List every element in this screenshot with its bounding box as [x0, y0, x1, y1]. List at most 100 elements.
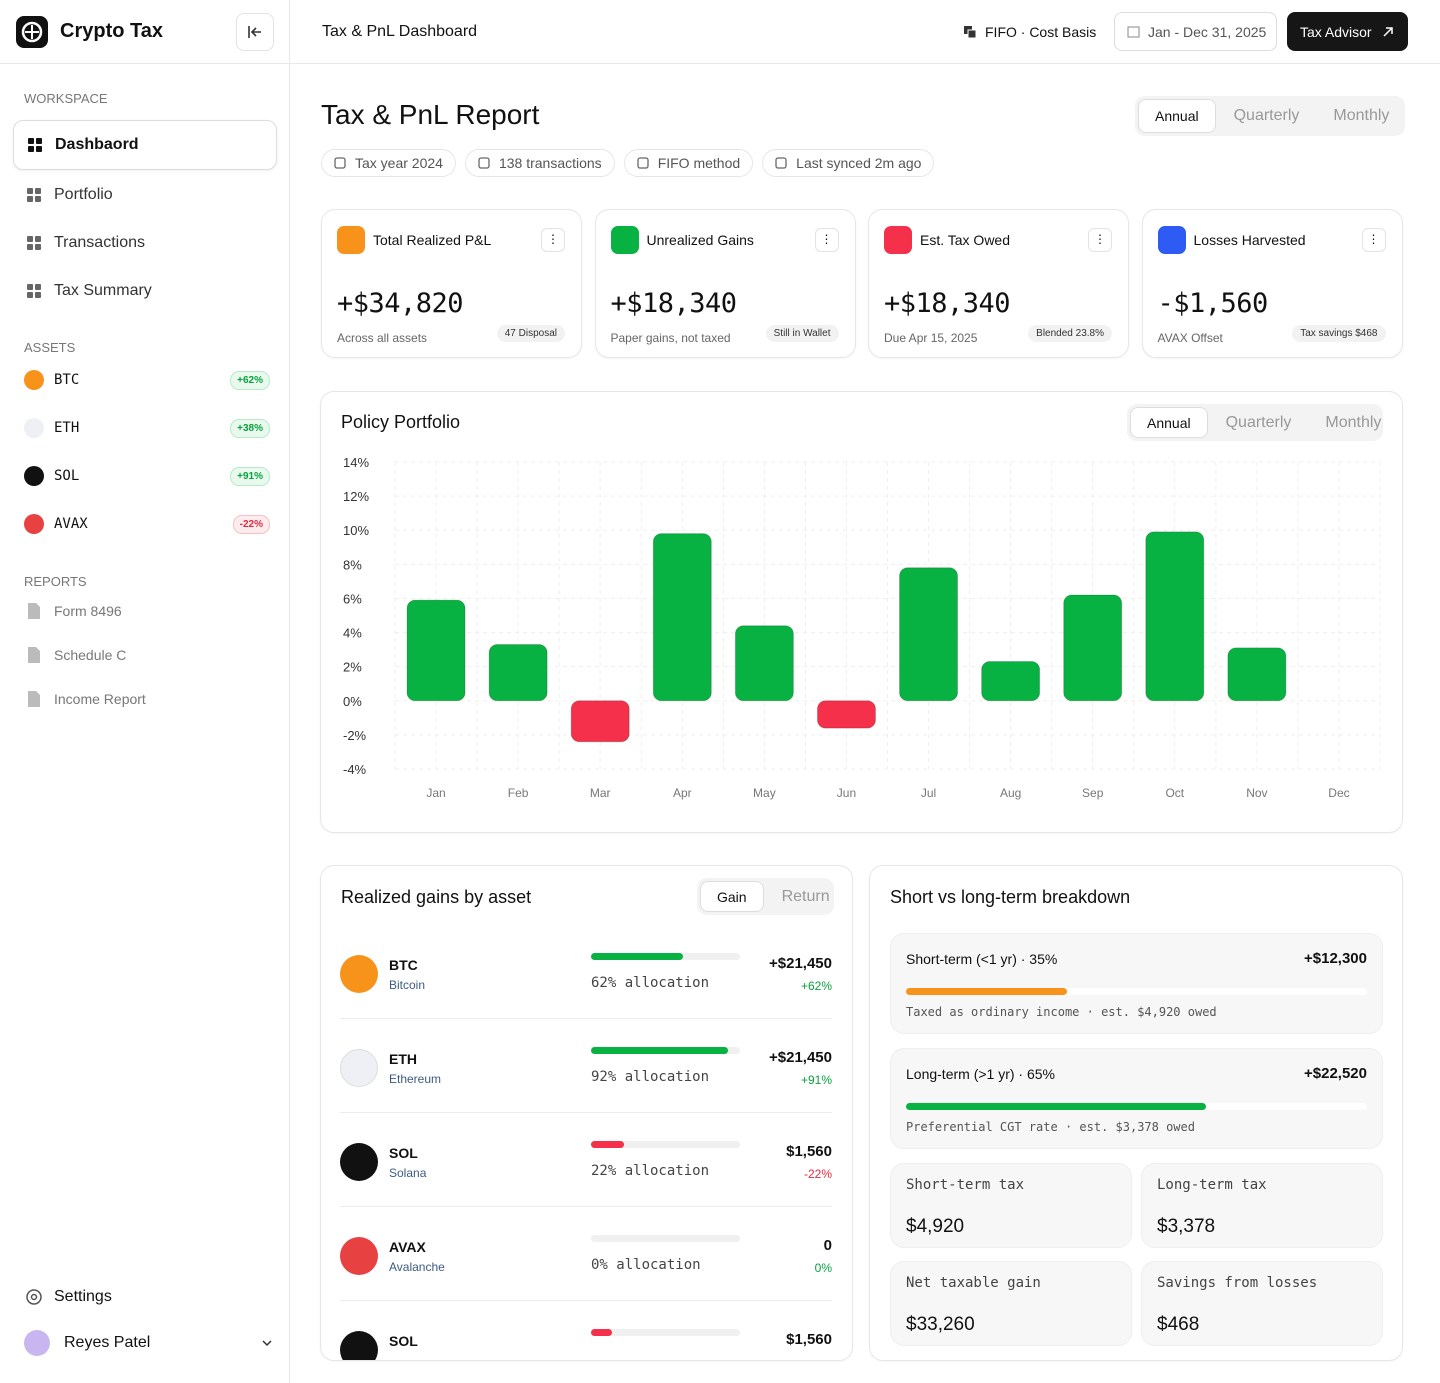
- tab[interactable]: Monthly: [1325, 413, 1382, 431]
- tab[interactable]: Monthly: [1333, 107, 1390, 124]
- allocation-track: [591, 1047, 740, 1054]
- collapse-button[interactable]: [236, 13, 274, 51]
- bar: [406, 599, 466, 702]
- term-box: Long-term (>1 yr) · 65% +$22,520 Preferent…: [890, 1048, 1383, 1149]
- term-note: Preferential CGT rate · est. $3,378 owed: [906, 1120, 1195, 1134]
- allocation-bar: [591, 1329, 612, 1336]
- user-name: Reyes Patel: [64, 1334, 151, 1351]
- asset-symbol: ETH: [54, 420, 80, 436]
- section-label: ASSETS: [24, 340, 76, 355]
- bar: [734, 625, 794, 702]
- nav-label: Portfolio: [54, 186, 113, 203]
- tab[interactable]: Annual: [1130, 407, 1208, 438]
- kpi-note: Due Apr 15, 2025: [884, 331, 978, 345]
- share-bar: [906, 988, 1068, 995]
- stat-value: $3,378: [1157, 1216, 1216, 1237]
- gain-value: +$21,450: [769, 1049, 832, 1066]
- period-tabs: Annual Quarterly Monthly: [1135, 96, 1405, 136]
- asset-symbol: SOL: [54, 468, 80, 484]
- divider: [0, 63, 290, 64]
- report-link[interactable]: Form 8496: [26, 602, 122, 620]
- x-tick-label: Nov: [1246, 786, 1267, 800]
- kpi-card: Unrealized Gains ⋮ +$18,340 Paper gains, no…: [594, 209, 856, 358]
- user-menu[interactable]: Reyes Patel: [24, 1330, 274, 1356]
- kpi-note: AVAX Offset: [1157, 331, 1223, 345]
- date-picker[interactable]: Jan - Dec 31, 2025: [1114, 12, 1277, 51]
- nav-item[interactable]: Tax Summary: [13, 266, 277, 316]
- tax-advisor-button[interactable]: Tax Advisor: [1287, 12, 1408, 51]
- x-tick-label: May: [753, 786, 776, 800]
- section-label: REPORTS: [24, 574, 87, 589]
- kpi-menu[interactable]: ⋮: [814, 228, 839, 252]
- chart: 14% 12% 10% 8% 6% 4% 2% 0% -2% -4% Jan Feb Mar Apr May…: [343, 455, 1381, 800]
- gain-tabs: Gain Return: [697, 878, 834, 915]
- kpi-value: +$18,340: [884, 288, 1011, 319]
- report-link[interactable]: Income Report: [26, 690, 146, 708]
- stat-box: Savings from losses $468: [1141, 1261, 1383, 1346]
- asset-item[interactable]: ETH +38%: [24, 416, 270, 440]
- kpi-badge: 47 Disposal: [496, 325, 565, 342]
- report-label: Form 8496: [54, 603, 122, 619]
- chip-label: 138 transactions: [498, 155, 602, 171]
- kpi-icon: [1157, 226, 1186, 254]
- asset-symbol: SOL: [389, 1145, 418, 1161]
- term-label: Long-term (>1 yr) · 65%: [906, 1066, 1055, 1082]
- chart-tabs: Annual Quarterly Monthly: [1127, 404, 1383, 441]
- tab[interactable]: Quarterly: [1225, 413, 1292, 431]
- report-title: Tax & PnL Report: [321, 99, 540, 130]
- report-label: Income Report: [54, 691, 146, 707]
- chip-label: Last synced 2m ago: [796, 155, 922, 171]
- term-note: Taxed as ordinary income · est. $4,920 o…: [906, 1005, 1217, 1019]
- gain-value: 0: [823, 1237, 832, 1254]
- bar: [1145, 531, 1205, 702]
- chip: 138 transactions: [464, 149, 615, 177]
- kpi-card: Losses Harvested ⋮ -$1,560 AVAX Offset Tax s…: [1141, 209, 1403, 358]
- tab[interactable]: Quarterly: [1233, 107, 1300, 124]
- report-label: Schedule C: [54, 647, 127, 663]
- asset-logo: [340, 1237, 378, 1275]
- y-tick-label: 12%: [343, 489, 369, 504]
- kpi-menu[interactable]: ⋮: [541, 228, 565, 252]
- method-text: FIFO · Cost Basis: [985, 24, 1097, 40]
- allocation-bar: [591, 1047, 729, 1054]
- y-tick-label: 2%: [343, 660, 362, 675]
- asset-name: Avalanche: [389, 1260, 445, 1274]
- stat-box: Short-term tax $4,920: [890, 1163, 1132, 1248]
- asset-item[interactable]: AVAX -22%: [24, 512, 270, 536]
- kpi-value: -$1,560: [1157, 288, 1269, 319]
- y-tick-label: 8%: [343, 557, 362, 572]
- logo: [16, 16, 48, 48]
- row-divider: [340, 1206, 832, 1207]
- row-divider: [340, 1300, 832, 1301]
- kpi-title: Est. Tax Owed: [920, 232, 1011, 248]
- kpi-badge: Tax savings $468: [1292, 325, 1386, 342]
- date-range: Jan - Dec 31, 2025: [1148, 23, 1267, 40]
- tab[interactable]: Gain: [700, 881, 764, 912]
- asset-item[interactable]: BTC +62%: [24, 368, 270, 392]
- allocation-track: [591, 953, 740, 960]
- tab[interactable]: Annual: [1138, 99, 1216, 133]
- card-title: Short vs long-term breakdown: [890, 887, 1131, 907]
- chart-title: Policy Portfolio: [341, 412, 461, 432]
- kpi-menu[interactable]: ⋮: [1361, 228, 1386, 252]
- bar: [1227, 647, 1287, 702]
- nav-item[interactable]: Dashbaord: [13, 120, 277, 170]
- allocation-label: 92% allocation: [591, 1069, 710, 1085]
- y-tick-label: -2%: [343, 728, 367, 743]
- nav-item[interactable]: Transactions: [13, 218, 277, 268]
- kpi-value: +$18,340: [610, 288, 738, 319]
- gain-value: $1,560: [786, 1331, 832, 1348]
- asset-logo: [340, 955, 378, 993]
- x-tick-label: Jul: [921, 786, 936, 800]
- settings-link[interactable]: Settings: [24, 1287, 274, 1307]
- nav-item[interactable]: Portfolio: [13, 170, 277, 220]
- kpi-menu[interactable]: ⋮: [1088, 228, 1112, 252]
- avatar: [24, 1330, 50, 1356]
- report-link[interactable]: Schedule C: [26, 646, 126, 664]
- cta-label: Tax Advisor: [1300, 23, 1372, 40]
- chip: Last synced 2m ago: [762, 149, 935, 177]
- asset-item[interactable]: SOL +91%: [24, 464, 270, 488]
- change-badge: -22%: [232, 514, 270, 534]
- asset-icon: [24, 514, 44, 534]
- tab[interactable]: Return: [781, 887, 830, 905]
